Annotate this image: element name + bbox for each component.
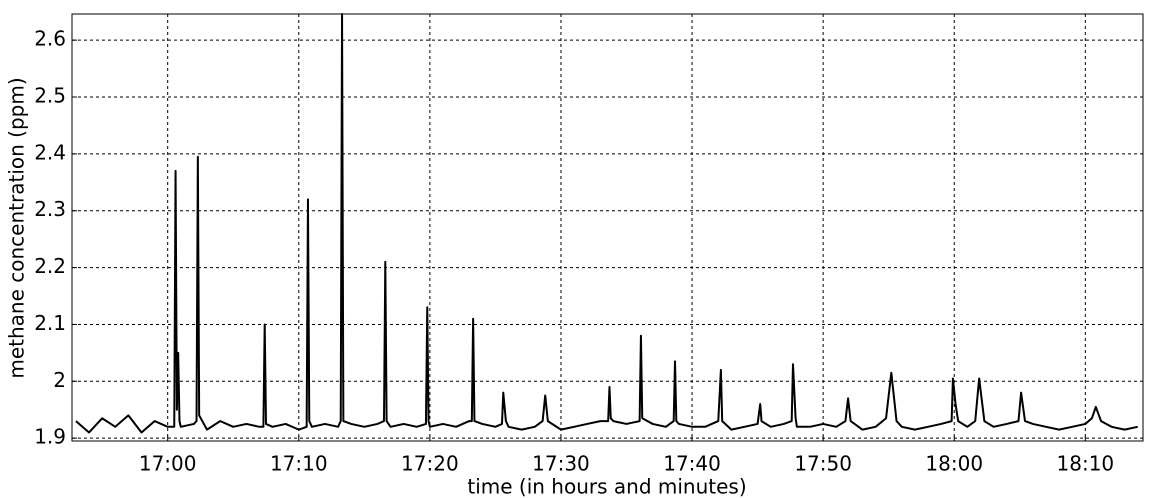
x-tick-label: 17:50 xyxy=(794,452,852,476)
x-tick-label: 17:10 xyxy=(270,452,328,476)
x-tick-label: 17:20 xyxy=(401,452,459,476)
plot-frame xyxy=(71,13,1144,442)
y-tick-label: 2.4 xyxy=(34,140,66,164)
y-tick-label: 2.1 xyxy=(34,311,66,335)
x-tick-label: 18:00 xyxy=(925,452,983,476)
y-tick-label: 2.5 xyxy=(34,84,66,108)
x-tick-label: 17:00 xyxy=(139,452,197,476)
y-tick-label: 2.3 xyxy=(34,197,66,221)
x-tick-label: 17:40 xyxy=(663,452,721,476)
data-line xyxy=(75,13,1138,434)
y-axis-label: methane concentration (ppm) xyxy=(5,77,29,378)
x-axis-label: time (in hours and minutes) xyxy=(467,475,746,498)
y-tick-label: 1.9 xyxy=(34,425,66,449)
y-tick-label: 2.6 xyxy=(34,27,66,51)
x-tick-label: 18:10 xyxy=(1057,452,1115,476)
y-tick-label: 2.2 xyxy=(34,254,66,278)
x-tick-label: 17:30 xyxy=(532,452,590,476)
y-tick-label: 2 xyxy=(53,368,66,392)
